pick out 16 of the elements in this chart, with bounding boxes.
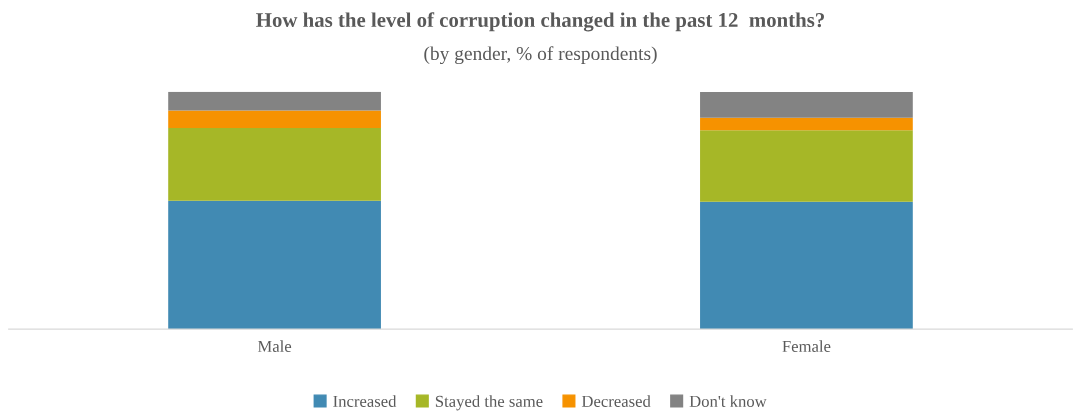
bar <box>700 117 913 131</box>
bar <box>700 201 913 330</box>
legend-label: Stayed the same <box>435 395 543 411</box>
x-tick-label: Male <box>257 340 292 352</box>
legend-label: Don't know <box>689 395 767 407</box>
legend-label: Decreased <box>581 395 651 407</box>
bar <box>168 128 381 201</box>
bar <box>168 91 381 111</box>
legend-label: Increased <box>333 395 397 407</box>
bar <box>700 130 913 202</box>
chart-title: How has the level of corruption changed in the past 12 months? <box>256 12 824 32</box>
bar <box>168 110 381 129</box>
chart-subtitle: (by gender, % of respondents) <box>424 46 657 65</box>
bar <box>168 200 381 330</box>
bar <box>700 91 913 118</box>
x-tick-label: Female <box>782 340 831 352</box>
